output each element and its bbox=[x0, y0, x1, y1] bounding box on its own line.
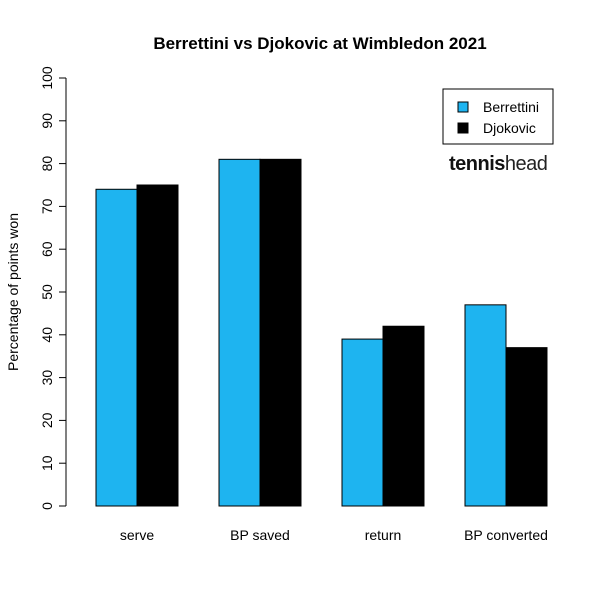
y-axis-label: Percentage of points won bbox=[5, 213, 21, 371]
y-tick-label: 80 bbox=[39, 156, 55, 172]
x-category-label: BP saved bbox=[230, 527, 290, 543]
bar-djokovic-1 bbox=[259, 158, 302, 507]
y-tick-label: 10 bbox=[39, 455, 55, 471]
bar-djokovic-2 bbox=[382, 325, 425, 507]
bar-berrettini-1 bbox=[218, 158, 261, 507]
y-tick-label: 20 bbox=[39, 412, 55, 428]
bar-berrettini-2 bbox=[341, 338, 384, 507]
logo-text-tennis: tennis bbox=[449, 153, 505, 175]
y-tick-label: 0 bbox=[39, 502, 55, 510]
bar-djokovic-3 bbox=[505, 347, 548, 507]
x-category-label: BP converted bbox=[464, 527, 548, 543]
y-tick-label: 60 bbox=[39, 241, 55, 257]
y-tick-label: 50 bbox=[39, 284, 55, 300]
y-axis: 0 10 20 30 40 50 60 70 80 90 100 bbox=[39, 66, 67, 510]
x-category-label: serve bbox=[120, 527, 154, 543]
legend-swatch-djokovic bbox=[457, 122, 469, 134]
svg-text:tennishead: tennishead bbox=[449, 153, 547, 175]
tennishead-logo: tennishead bbox=[449, 153, 548, 175]
bar-berrettini-3 bbox=[464, 304, 507, 507]
chart-title: Berrettini vs Djokovic at Wimbledon 2021 bbox=[153, 34, 486, 53]
legend-box bbox=[442, 88, 554, 145]
y-tick-label: 30 bbox=[39, 370, 55, 386]
x-category-label: return bbox=[365, 527, 402, 543]
y-tick-label: 90 bbox=[39, 113, 55, 129]
logo-text-head: head bbox=[505, 153, 548, 175]
y-tick-label: 70 bbox=[39, 198, 55, 214]
legend-label-djokovic: Djokovic bbox=[483, 120, 536, 136]
y-tick-label: 100 bbox=[39, 66, 55, 90]
bars bbox=[95, 158, 548, 507]
legend-label-berrettini: Berrettini bbox=[483, 99, 539, 115]
x-axis-labels: serve BP saved return BP converted bbox=[120, 527, 548, 543]
bar-djokovic-0 bbox=[136, 184, 179, 507]
y-tick-label: 40 bbox=[39, 327, 55, 343]
legend-swatch-berrettini bbox=[457, 101, 469, 113]
legend: Berrettini Djokovic bbox=[442, 88, 554, 145]
bar-berrettini-0 bbox=[95, 188, 138, 507]
